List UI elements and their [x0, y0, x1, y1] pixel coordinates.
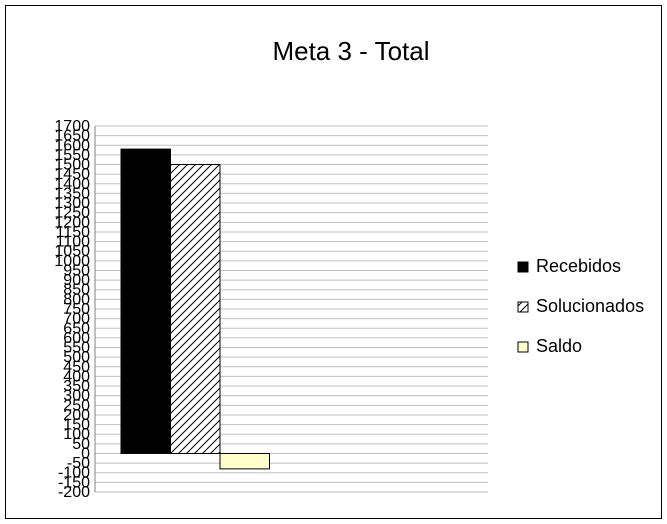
- y-tick-label: 750: [63, 301, 90, 318]
- y-tick-label: 1650: [54, 128, 90, 145]
- y-tick-label: 100: [63, 426, 90, 443]
- y-tick-label: 1300: [54, 195, 90, 212]
- legend-swatch-solucionados: [517, 301, 529, 313]
- y-tick-label: 1000: [54, 253, 90, 270]
- y-tick-label: -150: [58, 474, 90, 491]
- y-tick-label: 550: [63, 340, 90, 357]
- y-tick-label: 1500: [54, 157, 90, 174]
- y-tick-label: 1450: [54, 166, 90, 183]
- y-tick-label: 1700: [54, 118, 90, 135]
- y-tick-label: 900: [63, 272, 90, 289]
- y-tick-label: 150: [63, 417, 90, 434]
- legend-swatch-saldo: [517, 341, 529, 353]
- y-tick-label: -200: [58, 484, 90, 501]
- y-tick-label: 800: [63, 291, 90, 308]
- y-tick-label: 250: [63, 397, 90, 414]
- y-tick-label: 1250: [54, 205, 90, 222]
- plot-area: -200-150-100-500501001502002503003504004…: [54, 118, 488, 501]
- bar-saldo: [219, 452, 270, 470]
- legend: Recebidos Solucionados Saldo: [517, 256, 644, 356]
- y-tick-label: 450: [63, 359, 90, 376]
- y-tick-label: 350: [63, 378, 90, 395]
- y-tick-label: 950: [63, 262, 90, 279]
- y-tick-label: 850: [63, 282, 90, 299]
- y-tick-label: -100: [58, 465, 90, 482]
- y-tick-label: 500: [63, 349, 90, 366]
- y-tick-label: 1050: [54, 243, 90, 260]
- y-tick-label: 1400: [54, 176, 90, 193]
- legend-label-solucionados: Solucionados: [536, 296, 644, 316]
- chart-frame: [5, 5, 662, 519]
- y-tick-label: 650: [63, 320, 90, 337]
- y-tick-label: 1550: [54, 147, 90, 164]
- y-tick-label: -50: [67, 455, 90, 472]
- legend-label-saldo: Saldo: [536, 336, 582, 356]
- legend-label-recebidos: Recebidos: [536, 256, 621, 276]
- y-tick-label: 400: [63, 368, 90, 385]
- y-tick-label: 1150: [56, 224, 91, 241]
- y-tick-label: 700: [63, 311, 90, 328]
- y-tick-label: 300: [63, 388, 90, 405]
- y-tick-label: 600: [63, 330, 90, 347]
- chart-title: Meta 3 - Total: [272, 36, 429, 66]
- y-tick-label: 1600: [54, 137, 90, 154]
- y-tick-label: 200: [63, 407, 90, 424]
- y-tick-label: 50: [72, 436, 90, 453]
- y-tick-label: 0: [81, 445, 90, 462]
- bar-solucionados: [170, 164, 221, 454]
- y-tick-label: 1350: [54, 185, 90, 202]
- y-tick-label: 1200: [54, 214, 90, 231]
- y-tick-label: 1100: [56, 234, 91, 251]
- bar-recebidos: [120, 148, 171, 454]
- legend-swatch-recebidos: [517, 261, 529, 273]
